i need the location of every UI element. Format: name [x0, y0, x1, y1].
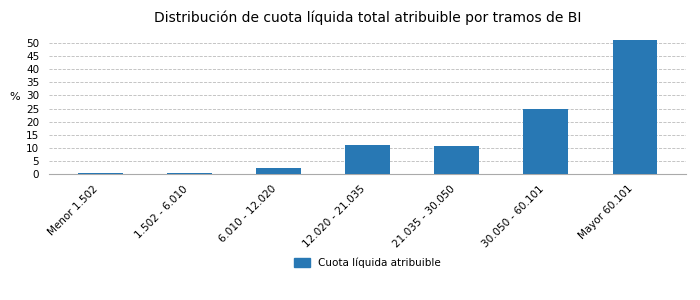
Y-axis label: %: %: [10, 92, 20, 102]
Bar: [524, 109, 568, 174]
Bar: [78, 173, 122, 174]
Legend: Cuota líquida atribuible: Cuota líquida atribuible: [290, 254, 445, 272]
Bar: [345, 145, 390, 174]
Bar: [167, 173, 211, 174]
Bar: [612, 40, 657, 174]
Bar: [256, 168, 301, 174]
Title: Distribución de cuota líquida total atribuible por tramos de BI: Distribución de cuota líquida total atri…: [154, 10, 581, 25]
Bar: [434, 146, 479, 174]
